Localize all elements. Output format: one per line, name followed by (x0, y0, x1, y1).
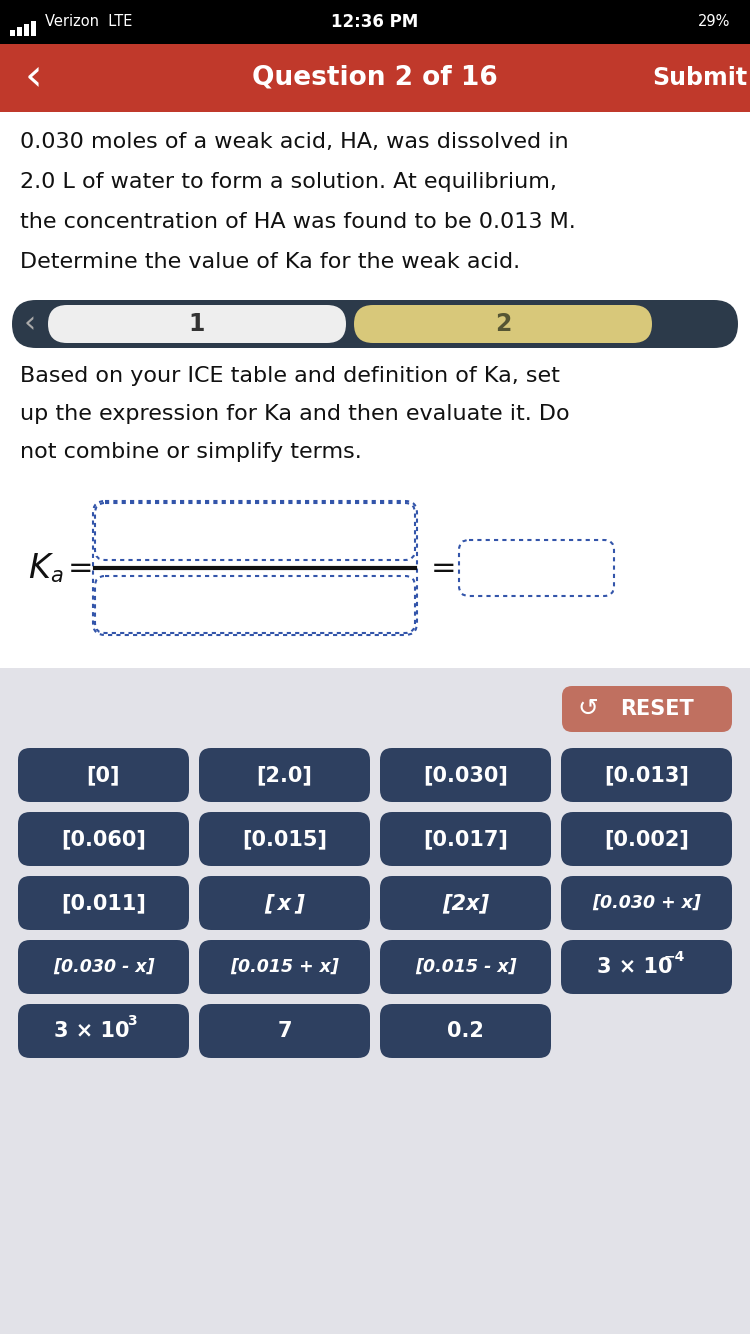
Text: [0.015]: [0.015] (242, 828, 327, 848)
Text: 2: 2 (495, 312, 512, 336)
Text: 3 × 10: 3 × 10 (54, 1021, 129, 1041)
FancyBboxPatch shape (95, 576, 415, 634)
Text: ‹: ‹ (25, 56, 43, 100)
Bar (10, 29, 15, 36)
Text: [0.030 + x]: [0.030 + x] (592, 894, 701, 912)
Text: [ x ]: [ x ] (264, 892, 305, 912)
Text: 29%: 29% (698, 15, 730, 29)
Text: ↺: ↺ (578, 696, 598, 720)
FancyBboxPatch shape (380, 812, 551, 866)
Text: Submit: Submit (652, 65, 748, 89)
Text: −4: −4 (664, 950, 686, 964)
FancyBboxPatch shape (12, 300, 738, 348)
FancyBboxPatch shape (18, 940, 189, 994)
Bar (0, 0, 750, 44)
FancyBboxPatch shape (561, 748, 732, 802)
FancyBboxPatch shape (561, 876, 732, 930)
FancyBboxPatch shape (199, 940, 370, 994)
FancyBboxPatch shape (561, 940, 732, 994)
Text: up the expression for Ka and then evaluate it. Do: up the expression for Ka and then evalua… (20, 404, 570, 424)
Text: the concentration of HA was found to be 0.013 M.: the concentration of HA was found to be … (20, 212, 576, 232)
Text: not combine or simplify terms.: not combine or simplify terms. (20, 442, 361, 462)
Text: 3: 3 (127, 1014, 136, 1029)
Text: 12:36 PM: 12:36 PM (332, 13, 419, 31)
Text: [0.060]: [0.060] (61, 828, 146, 848)
FancyBboxPatch shape (199, 1005, 370, 1058)
Bar (24, 24, 29, 36)
Text: a: a (50, 566, 63, 586)
FancyBboxPatch shape (562, 686, 732, 732)
Text: 0.030 moles of a weak acid, HA, was dissolved in: 0.030 moles of a weak acid, HA, was diss… (20, 132, 568, 152)
FancyBboxPatch shape (380, 876, 551, 930)
Text: [0.013]: [0.013] (604, 764, 689, 784)
Bar (31, 21, 36, 36)
Text: 1: 1 (189, 312, 206, 336)
Text: [2x]: [2x] (442, 892, 489, 912)
Text: =: = (431, 554, 457, 583)
Text: [0.030]: [0.030] (423, 764, 508, 784)
Text: [0.002]: [0.002] (604, 828, 689, 848)
FancyBboxPatch shape (18, 812, 189, 866)
FancyBboxPatch shape (354, 305, 652, 343)
Bar (0, 668, 750, 1334)
Text: Based on your ICE table and definition of Ka, set: Based on your ICE table and definition o… (20, 366, 560, 386)
Text: Question 2 of 16: Question 2 of 16 (252, 65, 498, 91)
Bar (17, 27, 22, 36)
FancyBboxPatch shape (18, 876, 189, 930)
Text: 3 × 10: 3 × 10 (597, 956, 672, 976)
Text: [0]: [0] (87, 764, 120, 784)
FancyBboxPatch shape (380, 940, 551, 994)
FancyBboxPatch shape (380, 748, 551, 802)
FancyBboxPatch shape (95, 503, 415, 560)
Text: 0.2: 0.2 (447, 1021, 484, 1041)
Text: [0.011]: [0.011] (61, 892, 146, 912)
Text: ‹: ‹ (24, 309, 36, 339)
Text: =: = (68, 554, 94, 583)
Text: [0.030 - x]: [0.030 - x] (53, 958, 154, 976)
Text: [0.017]: [0.017] (423, 828, 508, 848)
Text: Verizon  LTE: Verizon LTE (45, 15, 132, 29)
Text: 7: 7 (278, 1021, 292, 1041)
Bar (0, 112, 750, 712)
Text: 2.0 L of water to form a solution. At equilibrium,: 2.0 L of water to form a solution. At eq… (20, 172, 556, 192)
FancyBboxPatch shape (561, 812, 732, 866)
Text: RESET: RESET (620, 699, 694, 719)
FancyBboxPatch shape (18, 1005, 189, 1058)
FancyBboxPatch shape (199, 748, 370, 802)
FancyBboxPatch shape (199, 876, 370, 930)
FancyBboxPatch shape (48, 305, 346, 343)
FancyBboxPatch shape (459, 540, 614, 596)
FancyBboxPatch shape (18, 748, 189, 802)
Text: [0.015 + x]: [0.015 + x] (230, 958, 339, 976)
Bar (0, 44, 750, 112)
FancyBboxPatch shape (380, 1005, 551, 1058)
Text: [0.015 - x]: [0.015 - x] (415, 958, 516, 976)
Text: [2.0]: [2.0] (256, 764, 313, 784)
Text: K: K (28, 551, 50, 584)
Text: Determine the value of Ka for the weak acid.: Determine the value of Ka for the weak a… (20, 252, 520, 272)
FancyBboxPatch shape (199, 812, 370, 866)
